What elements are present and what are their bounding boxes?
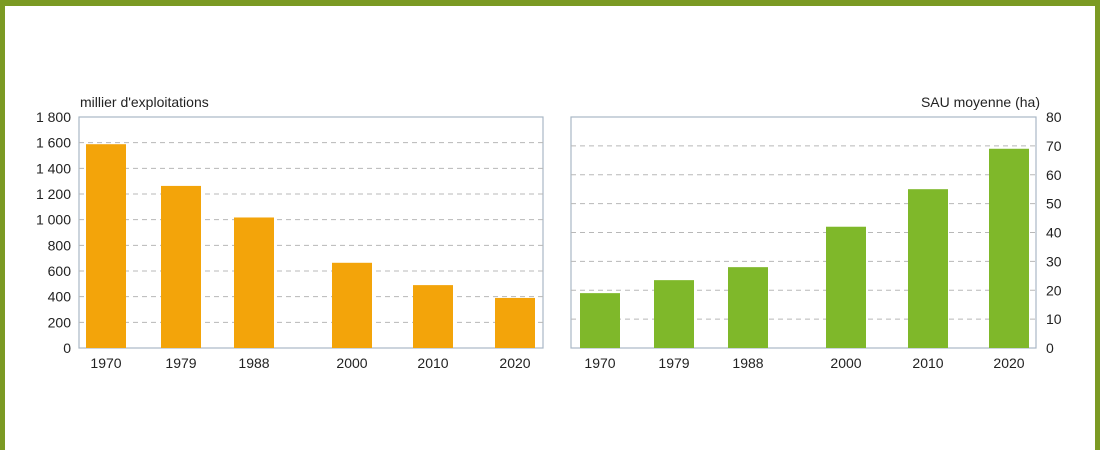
x-tick-label: 2010	[912, 355, 943, 371]
bar	[86, 144, 126, 348]
x-tick-label: 2020	[499, 355, 530, 371]
bar	[654, 280, 694, 348]
bar	[161, 185, 201, 348]
y-tick-label: 600	[48, 263, 72, 279]
y-tick-label: 1 400	[36, 160, 71, 176]
bar	[413, 285, 453, 348]
y-tick-label: 70	[1046, 138, 1062, 154]
y-tick-label: 20	[1046, 282, 1062, 298]
bar	[908, 189, 948, 348]
bar	[332, 262, 372, 348]
y-tick-label: 1 800	[36, 109, 71, 125]
y-tick-label: 0	[1046, 340, 1054, 356]
x-tick-label: 2020	[993, 355, 1024, 371]
y-tick-label: 50	[1046, 196, 1062, 212]
y-axis-label-right: SAU moyenne (ha)	[921, 94, 1040, 110]
y-tick-label: 400	[48, 289, 72, 305]
bar	[234, 217, 274, 348]
bar	[495, 297, 535, 348]
bar	[728, 267, 768, 348]
y-tick-label: 800	[48, 237, 72, 253]
y-tick-label: 60	[1046, 167, 1062, 183]
plot-area	[570, 116, 1037, 349]
bar	[989, 148, 1029, 348]
bar	[826, 226, 866, 348]
chart-farms-count: millier d'exploitations 0 200 400 600 800 1 0…	[36, 94, 544, 371]
bar	[580, 293, 620, 348]
y-tick-label: 1 200	[36, 186, 71, 202]
plot-area	[78, 116, 544, 349]
y-tick-label: 30	[1046, 253, 1062, 269]
y-tick-label: 80	[1046, 109, 1062, 125]
x-tick-label: 1979	[658, 355, 689, 371]
y-tick-label: 200	[48, 314, 72, 330]
x-tick-label: 1970	[90, 355, 121, 371]
chart-average-area: SAU moyenne (ha) 0 10 20 30 40 50 60 70 80 1970 19…	[570, 94, 1062, 371]
x-tick-label: 1988	[238, 355, 269, 371]
x-tick-label: 1970	[584, 355, 615, 371]
y-tick-label: 1 000	[36, 212, 71, 228]
y-tick-label: 40	[1046, 225, 1062, 241]
x-tick-label: 1988	[732, 355, 763, 371]
x-tick-label: 2010	[417, 355, 448, 371]
y-tick-label: 0	[63, 340, 71, 356]
y-axis-label-left: millier d'exploitations	[80, 94, 209, 110]
x-tick-label: 2000	[830, 355, 861, 371]
y-tick-label: 10	[1046, 311, 1062, 327]
y-tick-label: 1 600	[36, 135, 71, 151]
x-tick-label: 1979	[165, 355, 196, 371]
x-tick-label: 2000	[336, 355, 367, 371]
